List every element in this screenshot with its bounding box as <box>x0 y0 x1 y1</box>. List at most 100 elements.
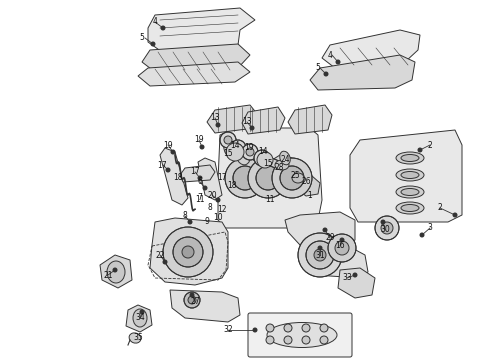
Text: 10: 10 <box>213 212 223 221</box>
Text: 13: 13 <box>242 117 252 126</box>
Text: 32: 32 <box>223 325 233 334</box>
Text: 21: 21 <box>103 270 113 279</box>
Text: 13: 13 <box>210 113 220 122</box>
Circle shape <box>188 220 192 224</box>
Circle shape <box>163 260 167 264</box>
Text: 26: 26 <box>301 177 311 186</box>
Circle shape <box>230 140 246 156</box>
Ellipse shape <box>236 145 250 165</box>
Circle shape <box>381 222 393 234</box>
Circle shape <box>280 166 304 190</box>
Polygon shape <box>298 176 320 196</box>
Circle shape <box>173 237 203 267</box>
Polygon shape <box>350 130 462 222</box>
Polygon shape <box>198 158 222 200</box>
Text: 4: 4 <box>152 18 157 27</box>
Text: 2: 2 <box>438 203 442 212</box>
Text: 15: 15 <box>263 158 273 167</box>
Polygon shape <box>180 165 215 182</box>
Ellipse shape <box>275 160 289 170</box>
Text: 28: 28 <box>274 163 284 172</box>
Text: 3: 3 <box>428 224 433 233</box>
Ellipse shape <box>267 323 337 347</box>
Circle shape <box>166 168 170 172</box>
Circle shape <box>190 293 194 297</box>
Polygon shape <box>126 305 152 332</box>
Ellipse shape <box>396 152 424 164</box>
Polygon shape <box>148 8 255 52</box>
Circle shape <box>188 296 196 304</box>
Text: 33: 33 <box>342 274 352 283</box>
Circle shape <box>233 166 257 190</box>
Ellipse shape <box>133 309 147 327</box>
Text: 1: 1 <box>308 190 313 199</box>
Ellipse shape <box>107 261 125 283</box>
Circle shape <box>140 310 144 314</box>
Circle shape <box>420 233 424 237</box>
Circle shape <box>200 145 204 149</box>
Text: 27: 27 <box>190 297 200 306</box>
Text: 30: 30 <box>380 225 390 234</box>
Text: 17: 17 <box>157 161 167 170</box>
Ellipse shape <box>226 143 244 161</box>
Circle shape <box>320 336 328 344</box>
Text: 19: 19 <box>194 135 204 144</box>
Text: 14: 14 <box>258 148 268 157</box>
Circle shape <box>323 228 327 232</box>
Polygon shape <box>150 218 228 285</box>
Circle shape <box>320 324 328 332</box>
Polygon shape <box>322 30 420 68</box>
Ellipse shape <box>396 186 424 198</box>
Text: 8: 8 <box>208 203 212 212</box>
Circle shape <box>250 126 254 130</box>
Polygon shape <box>310 248 368 278</box>
Circle shape <box>272 158 312 198</box>
Circle shape <box>266 324 274 332</box>
Text: 14: 14 <box>230 140 240 149</box>
Ellipse shape <box>224 137 240 159</box>
Text: 18: 18 <box>173 174 183 183</box>
Polygon shape <box>310 55 415 90</box>
FancyBboxPatch shape <box>248 313 352 357</box>
Polygon shape <box>100 255 132 288</box>
Text: 11: 11 <box>195 195 205 204</box>
Text: 19: 19 <box>244 144 254 153</box>
Polygon shape <box>207 105 258 133</box>
Circle shape <box>225 158 265 198</box>
Circle shape <box>253 328 257 332</box>
Circle shape <box>302 336 310 344</box>
Polygon shape <box>272 155 295 176</box>
Circle shape <box>224 136 232 144</box>
Text: 15: 15 <box>223 148 233 158</box>
Circle shape <box>163 227 213 277</box>
Text: 24: 24 <box>280 156 290 165</box>
Polygon shape <box>288 105 332 134</box>
Text: 5: 5 <box>140 33 145 42</box>
Text: 5: 5 <box>316 63 320 72</box>
Text: 25: 25 <box>290 171 300 180</box>
Text: 18: 18 <box>227 180 237 189</box>
Polygon shape <box>338 268 375 298</box>
Text: 29: 29 <box>325 234 335 243</box>
Ellipse shape <box>396 202 424 214</box>
Circle shape <box>306 241 334 269</box>
Circle shape <box>198 176 202 180</box>
Circle shape <box>266 336 274 344</box>
Circle shape <box>328 234 356 262</box>
Circle shape <box>353 273 357 277</box>
Text: 16: 16 <box>335 242 345 251</box>
Circle shape <box>314 249 326 261</box>
Circle shape <box>418 148 422 152</box>
Circle shape <box>151 42 155 46</box>
Circle shape <box>340 238 344 242</box>
Circle shape <box>220 132 236 148</box>
Text: 6: 6 <box>197 177 202 186</box>
Circle shape <box>453 213 457 217</box>
Circle shape <box>184 292 200 308</box>
Polygon shape <box>242 107 285 134</box>
Text: 12: 12 <box>217 204 227 213</box>
Circle shape <box>182 246 194 258</box>
Text: 19: 19 <box>163 140 173 149</box>
Text: 20: 20 <box>207 190 217 199</box>
Polygon shape <box>142 44 250 72</box>
